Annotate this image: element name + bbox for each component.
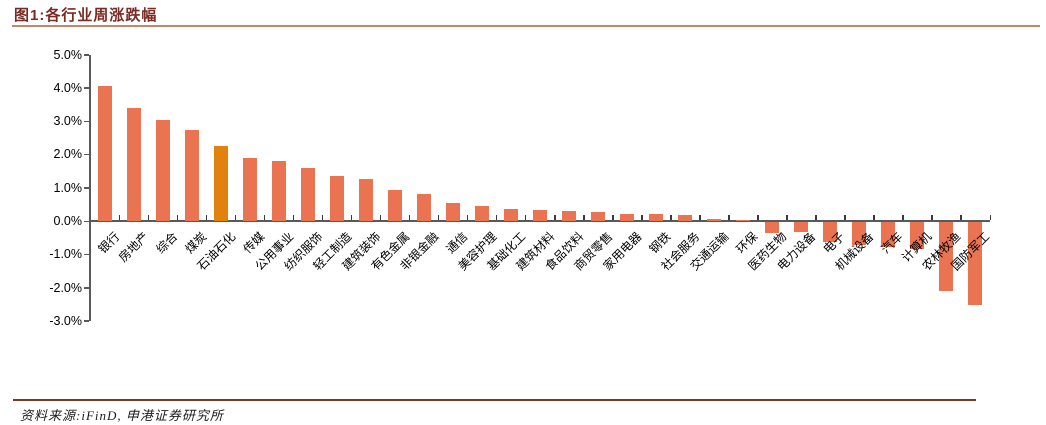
y-axis-tick — [84, 220, 89, 222]
x-axis-tick — [844, 215, 846, 220]
x-axis-tick — [554, 215, 556, 220]
y-axis-tick — [84, 153, 89, 156]
x-axis-tick — [379, 215, 382, 220]
x-axis-tick — [466, 215, 469, 220]
y-axis-label: 0.0% — [53, 214, 83, 228]
y-axis-tick — [84, 54, 89, 56]
x-axis-tick — [176, 215, 179, 220]
x-axis-tick — [437, 215, 440, 220]
bar — [271, 161, 286, 221]
bar — [591, 211, 606, 221]
x-axis-tick — [321, 215, 324, 220]
y-axis-tick — [84, 120, 89, 123]
x-axis-tick — [205, 215, 208, 220]
x-axis-tick — [757, 215, 759, 220]
x-axis-tick — [118, 215, 121, 220]
bar — [387, 190, 402, 221]
bar — [155, 120, 170, 221]
bar — [300, 168, 315, 221]
bar — [852, 221, 867, 245]
bar — [416, 194, 431, 221]
bar — [503, 209, 518, 221]
bar — [968, 221, 983, 305]
y-axis-tick — [84, 87, 89, 89]
y-axis-tick — [84, 187, 89, 189]
bar — [184, 130, 199, 221]
bar — [329, 175, 344, 221]
y-axis-tick — [84, 320, 89, 322]
x-axis-tick — [524, 215, 527, 220]
bar — [533, 210, 547, 221]
y-axis-line — [89, 54, 91, 321]
x-axis-tick — [263, 215, 266, 220]
x-axis-label: 房地产 — [115, 229, 151, 265]
y-axis-tick — [84, 253, 89, 256]
bar — [736, 219, 751, 221]
source-note: 资料来源:iFinD, 申港证券研究所 — [20, 408, 224, 423]
x-axis-tick — [147, 215, 150, 220]
bar — [939, 221, 954, 292]
bar-chart: 5.0% 4.0% 3.0% 2.0% 1.0% 0.0% -1.0% -2.0% -3.0% 银… — [49, 47, 992, 328]
x-axis-label: 综合 — [153, 229, 180, 257]
x-axis-tick — [495, 215, 498, 220]
x-axis-tick — [583, 215, 585, 220]
y-axis-label: 2.0% — [53, 147, 83, 162]
bar — [620, 213, 635, 221]
bar — [765, 221, 780, 234]
figure-title: 图1:各行业周涨跌幅 — [14, 7, 158, 24]
y-axis-label: 5.0% — [53, 47, 83, 62]
y-axis-tick — [84, 287, 89, 289]
x-axis-tick — [234, 215, 237, 220]
y-axis-label: 4.0% — [53, 80, 83, 95]
x-axis-tick — [902, 215, 904, 220]
x-axis-tick — [612, 215, 614, 220]
bar — [562, 211, 577, 221]
x-axis-tick — [989, 215, 991, 220]
footer-divider — [13, 399, 976, 401]
x-axis-tick — [786, 215, 788, 220]
y-axis-label: 1.0% — [53, 180, 83, 195]
bar — [649, 214, 664, 221]
x-axis-tick — [641, 215, 643, 220]
bar — [707, 219, 722, 221]
bar — [445, 202, 460, 221]
bar — [823, 221, 838, 243]
bar — [126, 107, 141, 221]
y-axis-label: 3.0% — [53, 114, 83, 129]
bar — [910, 221, 925, 250]
x-axis-tick — [873, 215, 875, 220]
x-axis-tick — [408, 215, 411, 220]
bar — [794, 221, 809, 233]
bar — [881, 221, 896, 247]
x-axis-tick — [670, 215, 672, 220]
bar — [358, 179, 373, 221]
x-axis-tick — [699, 215, 701, 220]
x-axis-tick — [931, 215, 933, 220]
x-axis-tick — [815, 215, 817, 220]
bar — [474, 206, 489, 221]
x-axis-tick — [350, 215, 353, 220]
y-axis-label: -3.0% — [49, 313, 82, 328]
bar — [678, 215, 693, 221]
y-axis-label: -1.0% — [49, 247, 82, 262]
x-axis-tick — [728, 215, 730, 220]
x-axis-tick — [292, 215, 295, 220]
bar-highlighted — [213, 145, 228, 221]
y-axis-label: -2.0% — [49, 280, 82, 295]
bar — [97, 86, 112, 221]
bar — [242, 157, 257, 221]
title-divider — [12, 25, 1040, 27]
x-axis-tick — [960, 215, 962, 220]
